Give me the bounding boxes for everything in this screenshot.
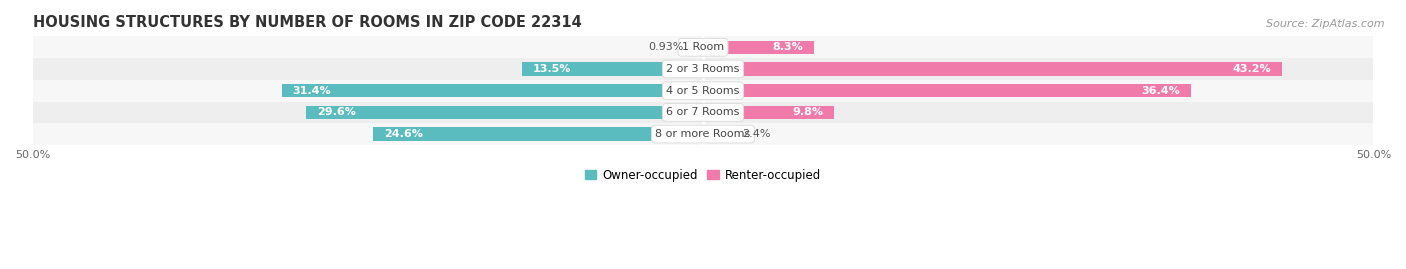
Text: 6 or 7 Rooms: 6 or 7 Rooms xyxy=(666,107,740,117)
Text: 8.3%: 8.3% xyxy=(773,42,804,52)
Bar xyxy=(32,123,1374,145)
Bar xyxy=(32,36,1374,58)
Bar xyxy=(283,84,703,97)
Text: Source: ZipAtlas.com: Source: ZipAtlas.com xyxy=(1267,19,1385,29)
Text: 1 Room: 1 Room xyxy=(682,42,724,52)
Bar xyxy=(703,106,834,119)
Bar xyxy=(307,106,703,119)
Text: 13.5%: 13.5% xyxy=(533,64,571,74)
Bar xyxy=(32,101,1374,123)
Text: 24.6%: 24.6% xyxy=(384,129,423,139)
Text: 2 or 3 Rooms: 2 or 3 Rooms xyxy=(666,64,740,74)
Bar xyxy=(373,127,703,141)
Text: HOUSING STRUCTURES BY NUMBER OF ROOMS IN ZIP CODE 22314: HOUSING STRUCTURES BY NUMBER OF ROOMS IN… xyxy=(32,15,581,30)
Bar xyxy=(32,58,1374,80)
Text: 29.6%: 29.6% xyxy=(316,107,356,117)
Text: 8 or more Rooms: 8 or more Rooms xyxy=(655,129,751,139)
Text: 43.2%: 43.2% xyxy=(1233,64,1271,74)
Legend: Owner-occupied, Renter-occupied: Owner-occupied, Renter-occupied xyxy=(579,164,827,187)
Bar xyxy=(690,41,703,54)
Text: 9.8%: 9.8% xyxy=(793,107,824,117)
Bar xyxy=(703,41,814,54)
Text: 31.4%: 31.4% xyxy=(292,86,332,96)
Text: 0.93%: 0.93% xyxy=(648,42,683,52)
Bar xyxy=(703,84,1191,97)
Text: 4 or 5 Rooms: 4 or 5 Rooms xyxy=(666,86,740,96)
Bar xyxy=(522,62,703,76)
Bar xyxy=(703,62,1282,76)
Bar xyxy=(703,127,735,141)
Text: 36.4%: 36.4% xyxy=(1142,86,1180,96)
Text: 2.4%: 2.4% xyxy=(742,129,770,139)
Bar xyxy=(32,80,1374,101)
